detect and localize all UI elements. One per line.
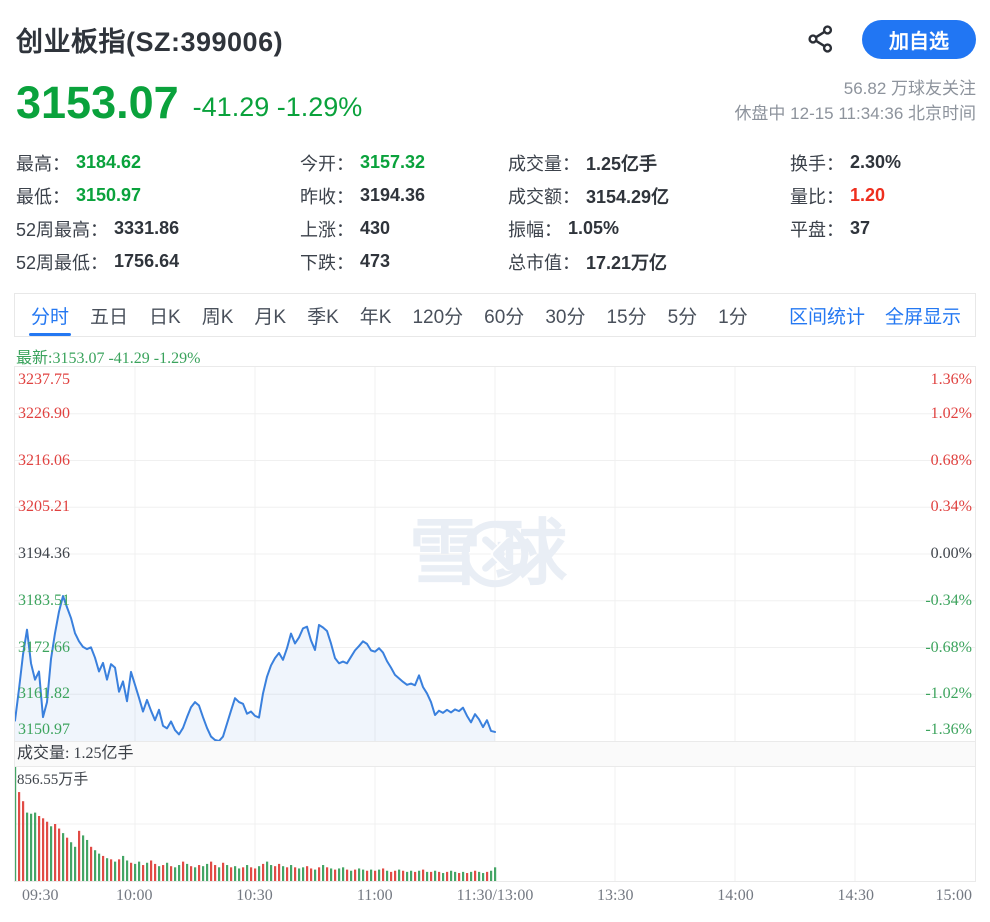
stat-换手: 换手： 2.30%	[790, 146, 976, 179]
stat-value: 3154.29亿	[586, 186, 670, 207]
tab-月K[interactable]: 月K	[254, 306, 287, 328]
stat-label: 振幅：	[508, 219, 562, 240]
stat-value: 3194.36	[360, 185, 426, 205]
quote-row: 3153.07 -41.29 -1.29% 56.82 万球友关注 休盘中 12…	[16, 68, 976, 126]
stat-value: 3184.62	[76, 152, 142, 172]
stat-label: 平盘：	[790, 219, 844, 240]
stat-上涨: 上涨： 430	[300, 212, 508, 245]
stat-value: 17.21万亿	[586, 252, 668, 273]
share-icon[interactable]	[806, 24, 836, 54]
time-axis-label: 14:00	[717, 887, 754, 904]
quote-meta: 56.82 万球友关注 休盘中 12-15 11:34:36 北京时间	[734, 76, 976, 126]
period-tabs: 分时 五日 日K 周K 月K 季K 年K 120分 60分 30分 15分 5分 1分	[28, 294, 748, 336]
stat-label: 总市值：	[508, 252, 580, 273]
stat-昨收: 昨收： 3194.36	[300, 179, 508, 212]
time-axis-label: 11:30/13:00	[456, 887, 534, 904]
stat-成交额: 成交额： 3154.29亿	[508, 179, 790, 212]
volume-title: 成交量: 1.25亿手	[14, 742, 976, 767]
stat-value: 3150.97	[76, 185, 142, 205]
tab-季K[interactable]: 季K	[307, 306, 339, 328]
stat-52周最高: 52周最高： 3331.86	[16, 212, 300, 245]
stat-52周最低: 52周最低： 1756.64	[16, 245, 300, 278]
stat-label: 今开：	[300, 153, 354, 174]
chart-card: 分时 五日 日K 周K 月K 季K 年K 120分 60分 30分 15分 5分 1分 区间统计 全屏显示…	[14, 293, 976, 911]
time-axis-label: 10:00	[116, 887, 153, 904]
market-status: 休盘中 12-15 11:34:36 北京时间	[734, 104, 976, 123]
stat-振幅: 振幅： 1.05%	[508, 212, 790, 245]
tab-年K[interactable]: 年K	[359, 306, 392, 328]
stat-value: 1.05%	[568, 218, 620, 238]
tab-120分[interactable]: 120分	[412, 306, 464, 328]
current-price: 3153.07	[16, 76, 179, 128]
time-axis-label: 11:00	[356, 887, 393, 904]
stat-label: 下跌：	[300, 252, 354, 273]
time-axis-label: 14:30	[837, 887, 874, 904]
stat-label: 量比：	[790, 186, 844, 207]
stat-value: 3157.32	[360, 152, 426, 172]
stat-下跌: 下跌： 473	[300, 245, 508, 278]
tabbar-link-区间统计[interactable]: 区间统计	[788, 306, 865, 328]
tabbar-actions: 区间统计 全屏显示	[789, 294, 961, 336]
tab-分时[interactable]: 分时	[28, 294, 72, 336]
stat-value: 473	[360, 251, 391, 271]
stats-column: 成交量： 1.25亿手 成交额： 3154.29亿振幅： 1.05% 总市值： 17.21万…	[508, 146, 790, 278]
page-title: 创业板指(SZ:399006)	[16, 26, 284, 57]
stat-label: 52周最高：	[16, 219, 109, 240]
time-axis-label: 13:30	[597, 887, 634, 904]
stat-label: 最低：	[16, 186, 70, 207]
header-actions: 加自选	[806, 19, 976, 59]
stat-最高: 最高： 3184.62	[16, 146, 300, 179]
tab-周K[interactable]: 周K	[201, 306, 234, 328]
stats-column: 换手： 2.30% 量比： 1.20 平盘： 37	[790, 146, 976, 278]
tab-5分[interactable]: 5分	[667, 306, 698, 328]
stat-value: 3331.86	[114, 218, 180, 238]
tabbar-link-全屏显示[interactable]: 全屏显示	[884, 306, 961, 328]
stat-最低: 最低： 3150.97	[16, 179, 300, 212]
tab-五日[interactable]: 五日	[90, 306, 129, 328]
stat-label: 上涨：	[300, 219, 354, 240]
time-axis-label: 15:00	[935, 887, 972, 904]
time-axis-label: 09:30	[22, 887, 59, 904]
header: 创业板指(SZ:399006) 加自选	[16, 16, 976, 62]
latest-quote-label: 最新:3153.07 -41.29 -1.29%	[16, 350, 201, 367]
stat-label: 换手：	[790, 153, 844, 174]
stat-value: 430	[360, 218, 391, 238]
time-axis: 09:30 10:00 10:30 11:00 11:30/13:00 13:30 14:0…	[14, 885, 976, 911]
intraday-price-chart[interactable]: 雪球 3237.75 3226.90 3216.06 3205.21 3194.36 31…	[14, 366, 976, 742]
tab-30分[interactable]: 30分	[545, 306, 586, 328]
stat-量比: 量比： 1.20	[790, 179, 976, 212]
stat-value: 1.20	[850, 185, 886, 205]
stat-成交量: 成交量： 1.25亿手	[508, 146, 790, 179]
followers-count: 56.82 万球友关注	[843, 79, 976, 98]
stat-label: 52周最低：	[16, 252, 109, 273]
tab-1分[interactable]: 1分	[718, 306, 748, 328]
stat-label: 最高：	[16, 153, 70, 174]
stats-grid: 最高： 3184.62 最低： 3150.97 52周最高： 3331.86 52周最低： 1…	[16, 146, 976, 278]
stat-今开: 今开： 3157.32	[300, 146, 508, 179]
stats-column: 最高： 3184.62 最低： 3150.97 52周最高： 3331.86 52周最低： 1…	[16, 146, 300, 278]
stat-label: 昨收：	[300, 186, 354, 207]
stat-value: 37	[850, 218, 871, 238]
volume-chart[interactable]: 856.55万手	[14, 767, 976, 882]
tab-15分[interactable]: 15分	[606, 306, 647, 328]
stat-总市值: 总市值： 17.21万亿	[508, 245, 790, 278]
stats-column: 今开： 3157.32 昨收： 3194.36 上涨： 430 下跌： 473	[300, 146, 508, 278]
price-change: -41.29 -1.29%	[192, 92, 363, 122]
volume-max-label: 856.55万手	[17, 772, 89, 788]
tab-日K[interactable]: 日K	[149, 306, 181, 328]
stat-value: 1756.64	[114, 251, 180, 271]
stat-value: 1.25亿手	[586, 153, 658, 174]
time-axis-label: 10:30	[236, 887, 273, 904]
add-watchlist-button[interactable]: 加自选	[862, 19, 976, 59]
stat-value: 2.30%	[850, 152, 902, 172]
period-tabbar: 分时 五日 日K 周K 月K 季K 年K 120分 60分 30分 15分 5分 1分 区间统计 全屏显示	[14, 293, 976, 337]
stat-label: 成交额：	[508, 186, 580, 207]
stat-label: 成交量：	[508, 153, 580, 174]
tab-60分[interactable]: 60分	[484, 306, 525, 328]
stat-平盘: 平盘： 37	[790, 212, 976, 245]
